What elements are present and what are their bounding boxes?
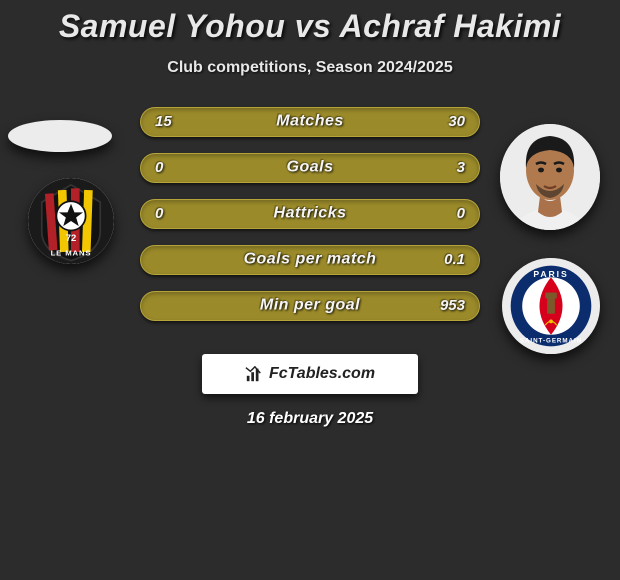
stat-label: Min per goal: [260, 297, 360, 315]
stat-value-left: 15: [155, 113, 172, 130]
stat-row-goals-per-match: Goals per match 0.1: [140, 245, 480, 275]
stat-label: Goals: [287, 159, 334, 177]
stat-label: Hattricks: [274, 205, 347, 223]
stat-value-left: 0: [155, 205, 163, 222]
stat-row-min-per-goal: Min per goal 953: [140, 291, 480, 321]
stat-bars: 15 Matches 30 0 Goals 3 0 Hattricks 0 Go…: [140, 107, 480, 337]
stat-label: Matches: [276, 113, 344, 131]
stats-panel: 15 Matches 30 0 Goals 3 0 Hattricks 0 Go…: [0, 107, 620, 352]
stat-label: Goals per match: [244, 251, 377, 269]
date-text: 16 february 2025: [247, 410, 373, 428]
brand-pill: FcTables.com: [202, 354, 418, 394]
stat-value-right: 3: [457, 159, 465, 176]
stat-row-goals: 0 Goals 3: [140, 153, 480, 183]
stat-row-hattricks: 0 Hattricks 0: [140, 199, 480, 229]
stat-row-matches: 15 Matches 30: [140, 107, 480, 137]
stat-value-right: 953: [440, 297, 465, 314]
stat-value-right: 30: [448, 113, 465, 130]
brand-text: FcTables.com: [269, 365, 375, 383]
stat-value-left: 0: [155, 159, 163, 176]
bar-chart-icon: [245, 365, 263, 383]
subtitle: Club competitions, Season 2024/2025: [0, 59, 620, 77]
stat-value-right: 0.1: [444, 251, 465, 268]
page-title: Samuel Yohou vs Achraf Hakimi: [0, 0, 620, 45]
stat-value-right: 0: [457, 205, 465, 222]
